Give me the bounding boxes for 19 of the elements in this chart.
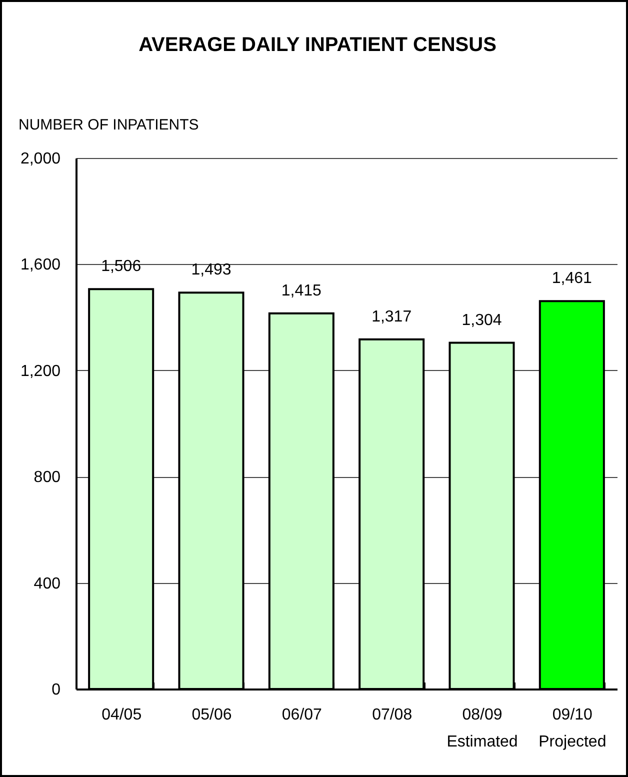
data-label: 1,415 xyxy=(281,282,322,300)
x-tick-label: 09/10 Projected xyxy=(538,706,606,750)
y-tick-label: 1,200 xyxy=(20,362,61,380)
x-tick-label: 05/06 xyxy=(192,706,232,724)
data-label: 1,461 xyxy=(552,270,592,288)
x-tick-label: 06/07 xyxy=(282,706,322,724)
x-tick-label: 07/08 xyxy=(372,706,412,724)
data-label: 1,493 xyxy=(191,262,232,279)
x-tick-label: 08/09 Estimated xyxy=(446,706,518,750)
y-tick-label: 800 xyxy=(34,469,61,486)
x-tick-label: 04/05 xyxy=(102,706,142,724)
y-tick-label: 0 xyxy=(52,682,61,698)
chart-title: AVERAGE DAILY INPATIENT CENSUS xyxy=(138,34,496,56)
y-tick-label: 1,600 xyxy=(20,256,61,274)
data-label: 1,304 xyxy=(462,312,502,329)
y-axis-title: NUMBER OF INPATIENTS xyxy=(18,116,199,134)
y-tick-label: 400 xyxy=(34,575,61,592)
data-label: 1,317 xyxy=(372,308,412,326)
y-tick-label: 2,000 xyxy=(20,150,61,168)
